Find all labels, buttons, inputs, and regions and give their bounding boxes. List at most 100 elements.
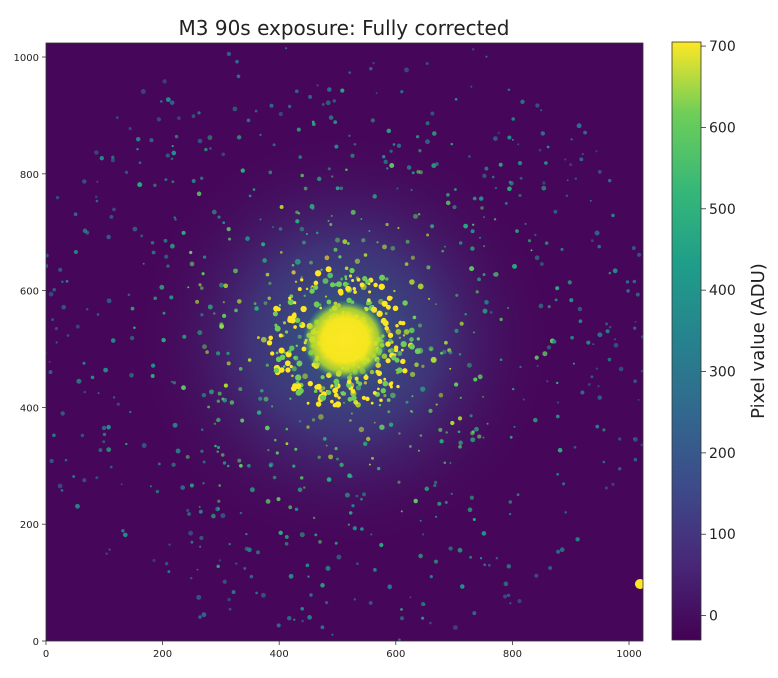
star bbox=[278, 227, 283, 231]
star bbox=[133, 326, 136, 329]
star bbox=[159, 100, 163, 103]
star bbox=[311, 120, 315, 124]
star bbox=[270, 405, 274, 408]
star bbox=[316, 84, 319, 87]
star bbox=[202, 460, 206, 464]
star bbox=[366, 436, 371, 442]
star bbox=[378, 403, 382, 407]
star bbox=[354, 258, 361, 264]
star bbox=[273, 438, 277, 442]
star bbox=[263, 301, 268, 305]
star bbox=[464, 313, 467, 316]
star bbox=[82, 478, 87, 483]
star bbox=[355, 385, 362, 391]
star bbox=[425, 139, 430, 145]
star bbox=[450, 420, 455, 426]
star bbox=[576, 123, 582, 129]
star bbox=[506, 564, 511, 569]
star bbox=[204, 147, 208, 152]
star bbox=[48, 360, 51, 363]
star bbox=[538, 303, 544, 309]
star bbox=[201, 392, 207, 398]
star bbox=[403, 329, 410, 335]
star bbox=[228, 607, 232, 611]
star bbox=[300, 607, 304, 611]
star bbox=[270, 351, 275, 356]
star bbox=[150, 363, 156, 368]
star bbox=[294, 447, 298, 451]
star bbox=[360, 497, 363, 501]
star bbox=[534, 255, 540, 261]
star bbox=[647, 341, 650, 344]
star bbox=[387, 584, 392, 589]
star bbox=[124, 170, 129, 175]
star bbox=[376, 241, 379, 244]
x-tick-label: 0 bbox=[43, 649, 49, 660]
star bbox=[605, 322, 609, 326]
star bbox=[274, 325, 281, 332]
star bbox=[106, 424, 111, 430]
star bbox=[348, 134, 351, 137]
star bbox=[347, 282, 350, 285]
star bbox=[102, 440, 106, 444]
star bbox=[564, 511, 567, 514]
star bbox=[295, 219, 300, 224]
star bbox=[294, 258, 301, 265]
star bbox=[404, 262, 409, 266]
star bbox=[189, 250, 193, 255]
star bbox=[387, 410, 391, 414]
star bbox=[285, 442, 289, 446]
star bbox=[95, 199, 99, 203]
star bbox=[444, 340, 448, 345]
star bbox=[171, 180, 175, 184]
star bbox=[327, 272, 334, 279]
star bbox=[445, 431, 448, 434]
star bbox=[226, 361, 231, 366]
star bbox=[261, 242, 266, 247]
star bbox=[388, 347, 395, 354]
star bbox=[166, 264, 170, 268]
star bbox=[328, 115, 334, 120]
star bbox=[503, 594, 508, 599]
star bbox=[266, 340, 273, 346]
star bbox=[477, 374, 483, 380]
star bbox=[330, 282, 335, 288]
star bbox=[337, 396, 341, 400]
star bbox=[187, 512, 191, 516]
star bbox=[631, 246, 636, 251]
star bbox=[231, 590, 236, 595]
star bbox=[278, 304, 282, 307]
star bbox=[398, 336, 402, 340]
star bbox=[229, 400, 235, 405]
star bbox=[414, 348, 421, 355]
star bbox=[264, 425, 270, 431]
star bbox=[453, 382, 459, 387]
star bbox=[215, 506, 220, 512]
star bbox=[373, 421, 376, 424]
star bbox=[559, 547, 565, 553]
star bbox=[597, 332, 603, 338]
star bbox=[326, 477, 332, 482]
star bbox=[482, 308, 488, 314]
star bbox=[390, 392, 396, 399]
star bbox=[433, 483, 437, 488]
star bbox=[357, 658, 359, 660]
star bbox=[409, 596, 412, 599]
star bbox=[417, 449, 420, 452]
star bbox=[198, 509, 203, 514]
star bbox=[416, 337, 420, 341]
star bbox=[278, 347, 285, 354]
star bbox=[289, 364, 293, 369]
star bbox=[602, 460, 606, 464]
star bbox=[640, 443, 643, 447]
star bbox=[389, 296, 393, 300]
star bbox=[412, 315, 417, 320]
star bbox=[443, 245, 446, 248]
star bbox=[483, 216, 485, 219]
star bbox=[255, 591, 258, 595]
star bbox=[162, 311, 166, 315]
star bbox=[452, 205, 457, 210]
star bbox=[247, 547, 252, 553]
star bbox=[507, 88, 511, 92]
star bbox=[200, 449, 204, 453]
